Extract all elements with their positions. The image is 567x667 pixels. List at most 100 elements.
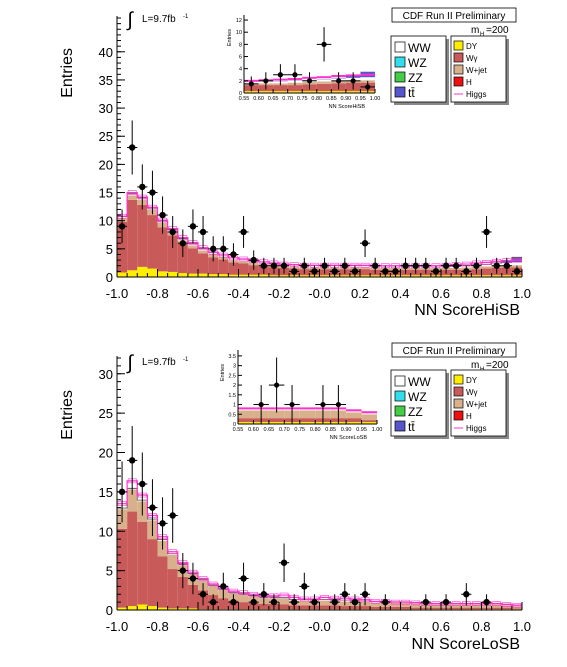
x-tick-label: -0.4 <box>227 286 249 301</box>
data-point-32 <box>442 262 450 269</box>
legend-label-wz: WZ <box>408 390 427 404</box>
inset-bar-38 <box>346 422 362 424</box>
inset-y-label: Entries <box>227 29 233 46</box>
data-point-9 <box>209 598 217 606</box>
y-tick-label: 30 <box>99 367 113 382</box>
bar-wjet-20 <box>319 600 330 606</box>
inset-x-tick-label: 0.70 <box>279 427 290 433</box>
y-tick-label: 15 <box>99 186 113 201</box>
bar-dy-3 <box>147 606 158 610</box>
inset-bar-34 <box>287 85 303 92</box>
bar-w-10 <box>218 598 229 610</box>
bar-dy-0 <box>117 607 128 610</box>
inset-bar-35 <box>299 418 316 423</box>
data-point-34 <box>463 268 470 275</box>
bar-w-36 <box>481 268 492 276</box>
data-point-24 <box>361 591 369 598</box>
y-axis-label: Entries <box>59 48 76 98</box>
legend-label-wz: WZ <box>408 56 427 70</box>
legend-swatch-wg <box>453 386 464 397</box>
legend-label-h: H <box>466 78 472 87</box>
inset-panel: 0.55 0.60 0.65 0.70 0.75 0.80 0.85 0.90 0.95 1.00… <box>220 8 380 120</box>
legend-label-h: H <box>466 412 472 421</box>
y-tick-label: 35 <box>99 73 113 88</box>
bar-w-12 <box>238 602 249 610</box>
inset-y-tick-label: 2 <box>233 383 236 389</box>
bar-wjet-24 <box>360 267 371 270</box>
inset-x-tick-label: 0.95 <box>355 96 366 102</box>
inset-panel: 0.55 0.60 0.65 0.70 0.75 0.80 0.85 0.90 0.95 1.00… <box>213 343 382 454</box>
bar-wjet-8 <box>198 250 209 254</box>
data-point-19 <box>311 598 318 606</box>
data-point-18 <box>301 262 308 269</box>
inset-bar-39 <box>360 77 375 81</box>
y-tick-label: 5 <box>106 564 113 579</box>
bar-dy-20 <box>319 275 330 277</box>
bar-wjet-27 <box>390 602 401 607</box>
data-point-10 <box>220 583 227 590</box>
data-point-8 <box>199 591 207 598</box>
bar-dy-7 <box>187 273 198 277</box>
inset-data-point-6 <box>336 78 342 84</box>
bar-w-33 <box>451 607 462 610</box>
inset-bar-34 <box>287 91 303 93</box>
legend-label-tt: tt̄ <box>408 86 415 100</box>
y-axis-label: Entries <box>59 390 76 440</box>
data-point-1 <box>128 144 136 151</box>
x-tick-label: -0.6 <box>187 619 209 634</box>
bar-w-6 <box>177 243 188 274</box>
bar-w-2 <box>137 204 148 267</box>
bar-wjet-25 <box>370 602 381 607</box>
y-tick-label: 20 <box>99 446 113 461</box>
legend-swatch-ww <box>394 41 406 53</box>
legend-label-wjet: W+jet <box>466 66 487 75</box>
chart-title: CDF Run II Preliminary <box>403 11 506 22</box>
inset-y-tick-label: 1 <box>233 403 236 409</box>
inset-x-tick-label: 0.60 <box>253 96 264 102</box>
inset-x-tick-label: 0.80 <box>311 96 322 102</box>
bar-dy-30 <box>420 275 431 277</box>
chart-panel-2: -1.0 -0.8 -0.6 -0.4 -0.2 -0.0 0.2 0.4 0.6 0.8 1.00… <box>59 342 531 653</box>
bar-wjet-29 <box>410 603 421 608</box>
y-tick-label: 10 <box>99 214 113 229</box>
bar-dy-15 <box>268 275 279 277</box>
data-point-3 <box>149 189 156 196</box>
inset-x-tick-label: 0.55 <box>233 427 244 433</box>
inset-bar-36 <box>316 83 332 92</box>
bar-wjet-35 <box>471 604 482 608</box>
bar-w-18 <box>299 605 310 610</box>
bar-dy-33 <box>451 275 462 277</box>
x-tick-label: -0.2 <box>268 286 290 301</box>
mass-label-value: =200 <box>486 360 509 371</box>
inset-x-tick-label: 0.80 <box>310 427 321 433</box>
data-point-1 <box>128 457 136 464</box>
bar-w-35 <box>471 607 482 610</box>
bar-wjet-1 <box>127 489 138 512</box>
inset-bar-33 <box>268 418 285 423</box>
legend-label-ww: WW <box>408 41 431 55</box>
data-point-2 <box>139 183 146 191</box>
legend-label-higgs: Higgs <box>466 424 486 433</box>
data-point-22 <box>341 262 349 269</box>
bar-w-31 <box>430 607 441 610</box>
inset-bar-33 <box>273 85 288 92</box>
inset-bar-38 <box>346 412 362 419</box>
data-point-22 <box>341 591 349 598</box>
data-point-15 <box>270 598 278 606</box>
bar-dy-10 <box>218 274 229 277</box>
data-point-17 <box>290 598 298 606</box>
inset-y-tick-label: 3 <box>233 364 236 370</box>
inset-x-tick-label: 0.55 <box>239 96 250 102</box>
inset-data-point-4 <box>306 78 313 84</box>
inset-data-point-1 <box>258 401 264 408</box>
legend-swatch-zz <box>394 71 406 83</box>
inset-bar-32 <box>258 91 274 93</box>
bar-w-37 <box>491 607 502 610</box>
legend-label-wjet: W+jet <box>466 400 487 409</box>
x-axis-label: NN ScoreLoSB <box>412 636 521 653</box>
bar-w-11 <box>228 262 239 275</box>
bar-w-6 <box>177 576 188 609</box>
bar-w-0 <box>117 528 128 608</box>
data-point-4 <box>159 520 166 527</box>
data-point-10 <box>220 245 227 253</box>
